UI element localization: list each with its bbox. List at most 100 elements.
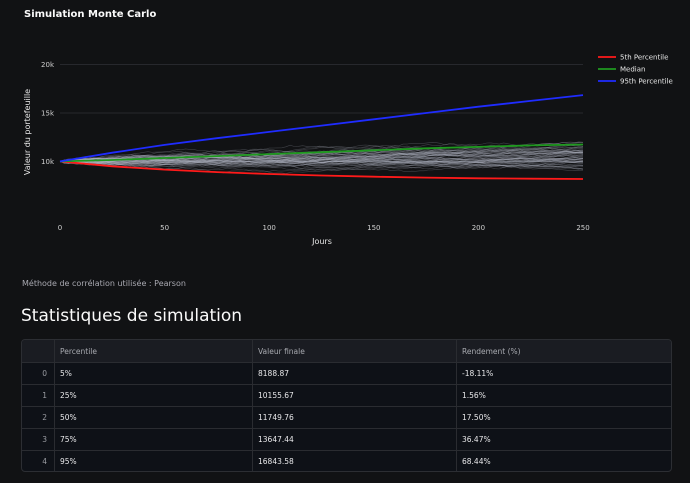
simulation-path — [59, 151, 584, 162]
simulation-path — [59, 158, 584, 170]
simulation-path — [59, 155, 584, 166]
simulation-path — [59, 149, 584, 163]
simulation-path — [59, 151, 584, 166]
y-tick-label: 10k — [41, 158, 55, 166]
cell-final-value[interactable]: 16843.58 — [252, 450, 457, 471]
simulation-path — [59, 152, 584, 165]
simulation-path — [59, 156, 584, 165]
simulation-path — [59, 158, 584, 168]
header-final-value[interactable]: Valeur finale — [252, 340, 457, 363]
cell-final-value[interactable]: 8188.87 — [252, 362, 457, 385]
cell-return[interactable]: 68.44% — [462, 457, 491, 466]
cell-final-value[interactable]: 10155.67 — [252, 384, 457, 407]
cell-return[interactable]: 1.56% — [456, 384, 671, 407]
percentile-series — [59, 94, 584, 180]
axis-ticks: 10k 15k 20k 0 50 100 150 200 250 — [41, 61, 590, 232]
table-row[interactable]: 3 75% 13647.44 36.47% — [22, 428, 671, 451]
simulation-path — [59, 158, 584, 167]
series-line[interactable] — [59, 143, 584, 163]
simulation-path — [59, 152, 584, 166]
x-tick-label: 100 — [263, 224, 276, 232]
gridlines — [60, 64, 583, 162]
simulation-path — [60, 149, 584, 165]
correlation-method-caption: Méthode de corrélation utilisée : Pearso… — [22, 279, 186, 288]
cell-percentile[interactable]: 95% — [54, 450, 253, 471]
simulation-path — [59, 157, 584, 167]
simulation-path — [59, 151, 584, 165]
simulation-path — [59, 151, 584, 167]
x-tick-label: 200 — [472, 224, 485, 232]
simulation-path — [59, 154, 584, 163]
simulation-path — [59, 144, 584, 162]
simulation-path — [59, 157, 583, 172]
simulation-path — [59, 155, 584, 167]
x-axis-title: Jours — [311, 237, 332, 246]
simulation-path — [59, 152, 584, 164]
simulation-path — [59, 150, 584, 165]
x-tick-label: 50 — [160, 224, 169, 232]
simulation-path — [59, 152, 584, 165]
cell-percentile[interactable]: 50% — [54, 406, 253, 429]
simulation-path — [59, 146, 584, 168]
y-tick-label: 15k — [41, 109, 55, 117]
simulation-path — [59, 152, 584, 164]
series-line[interactable] — [59, 160, 584, 180]
header-percentile[interactable]: Percentile — [54, 340, 253, 363]
simulation-path — [59, 150, 584, 162]
row-index: 1 — [22, 384, 55, 407]
simulation-path — [59, 160, 584, 168]
header-index[interactable] — [22, 340, 55, 363]
cell-final-value[interactable]: 13647.44 — [252, 428, 457, 451]
row-index: 3 — [22, 428, 55, 451]
simulation-path — [59, 155, 584, 164]
y-axis-title: Valeur du portefeuille — [23, 89, 32, 175]
row-index: 4 — [22, 450, 55, 471]
simulation-path — [59, 156, 584, 165]
series-line[interactable] — [59, 94, 584, 163]
simulation-path — [59, 156, 583, 168]
simulation-path — [59, 151, 584, 167]
simulation-path — [59, 160, 584, 174]
simulation-path — [59, 160, 584, 173]
cell-return[interactable]: 36.47% — [456, 428, 671, 451]
simulation-path — [59, 156, 584, 165]
monte-carlo-chart[interactable]: 10k 15k 20k 0 50 100 150 200 250 Valeur du porte… — [0, 0, 690, 265]
simulation-path — [59, 154, 584, 166]
simulation-path — [59, 160, 584, 170]
legend-label[interactable]: 95th Percentile — [620, 78, 673, 86]
simulation-path — [59, 148, 584, 163]
cell-return[interactable]: 17.50% — [456, 406, 671, 429]
stats-table[interactable]: Percentile Valeur finale Rendement (%) 0… — [21, 339, 672, 472]
cell-percentile[interactable]: 25% — [54, 384, 253, 407]
chart-title: Simulation Monte Carlo — [24, 9, 157, 20]
row-index: 0 — [22, 362, 55, 385]
header-return[interactable]: Rendement (%) — [456, 340, 671, 363]
row-index: 2 — [22, 406, 55, 429]
cell-percentile[interactable]: 75% — [54, 428, 253, 451]
stats-heading: Statistiques de simulation — [21, 306, 243, 326]
simulation-path — [59, 156, 584, 165]
y-tick-label: 20k — [41, 61, 55, 69]
simulation-path — [59, 161, 584, 170]
simulation-path — [59, 153, 584, 165]
simulation-path — [59, 151, 584, 162]
x-tick-label: 150 — [367, 224, 380, 232]
table-header-row: Percentile Valeur finale Rendement (%) — [22, 340, 671, 363]
table-row[interactable]: 1 25% 10155.67 1.56% — [22, 384, 671, 407]
table-row[interactable]: 2 50% 11749.76 17.50% — [22, 406, 671, 429]
x-tick-label: 250 — [576, 224, 589, 232]
legend-label[interactable]: Median — [620, 66, 645, 74]
table-row[interactable]: 4 95% 16843.58 68.44% — [22, 450, 671, 471]
chart-legend[interactable]: 5th Percentile Median 95th Percentile — [598, 54, 673, 86]
simulation-path — [59, 149, 584, 164]
simulation-path — [60, 157, 584, 165]
legend-label[interactable]: 5th Percentile — [620, 54, 668, 62]
simulation-path — [59, 154, 584, 164]
cell-percentile[interactable]: 5% — [54, 362, 253, 385]
simulation-path — [59, 150, 584, 166]
x-tick-label: 0 — [58, 224, 62, 232]
cell-return[interactable]: -18.11% — [456, 362, 671, 385]
simulation-path — [59, 144, 584, 162]
table-row[interactable]: 0 5% 8188.87 -18.11% — [22, 362, 671, 385]
cell-final-value[interactable]: 11749.76 — [252, 406, 457, 429]
